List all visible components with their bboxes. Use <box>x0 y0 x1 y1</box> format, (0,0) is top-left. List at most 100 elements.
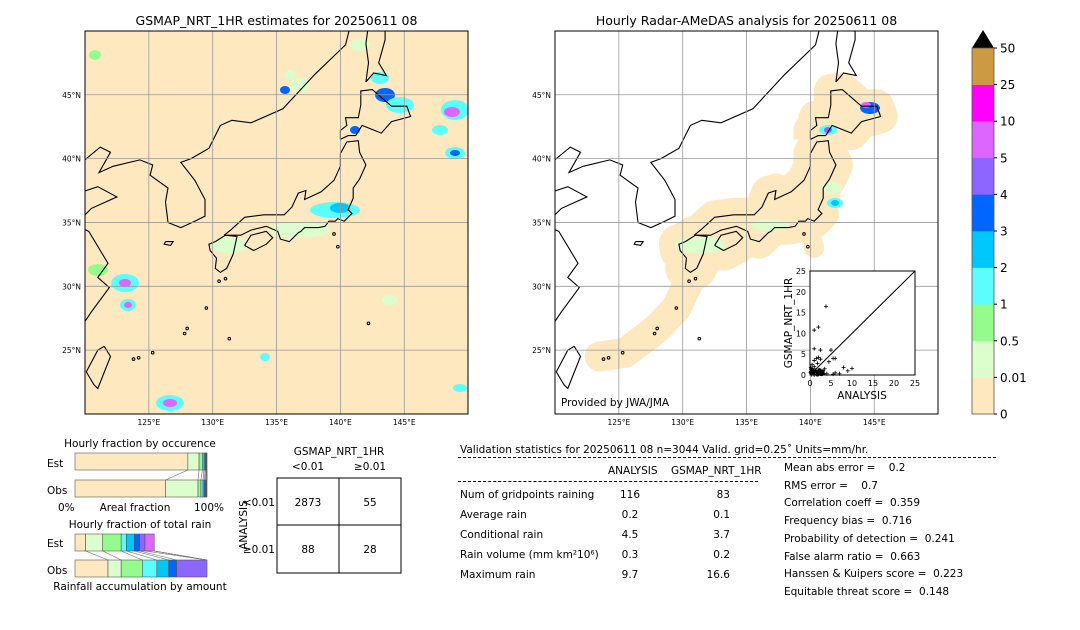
rain-obs-label: Obs <box>47 565 67 577</box>
fraction-bar-segment <box>157 560 169 577</box>
contingency-title: GSMAP_NRT_1HR <box>294 446 385 458</box>
scatter-ytick: 25 <box>796 267 806 276</box>
colorbar-label: 5 <box>1000 151 1008 165</box>
fraction-bar-segment <box>142 560 157 577</box>
stat-row-analysis: 0.3 <box>610 549 650 561</box>
colorbar-label: 25 <box>1000 78 1015 92</box>
fraction-bar-segment <box>140 534 145 551</box>
cell-hit-none: 2873 <box>295 497 322 509</box>
scatter-xtick: 0 <box>807 379 812 388</box>
lon-label: 130°E <box>671 418 694 427</box>
score-line: Frequency bias = 0.716 <box>784 515 912 527</box>
scatter-xtick: 25 <box>910 379 920 388</box>
stat-row-gsmap: 3.7 <box>700 529 730 541</box>
lat-label: 30°N <box>62 282 81 291</box>
stats-divider <box>458 457 996 458</box>
fraction-bar-segment <box>169 560 177 577</box>
colorbar-segment <box>972 268 994 305</box>
col-header-analysis: ANALYSIS <box>608 465 658 477</box>
score-line: Probability of detection = 0.241 <box>784 533 955 545</box>
row-label-ge: ≥0.01 <box>243 544 275 556</box>
lon-label: 140°E <box>329 418 352 427</box>
lat-label: 40°N <box>532 155 551 164</box>
score-line: False alarm ratio = 0.663 <box>784 551 920 563</box>
colorbar-label: 3 <box>1000 225 1008 239</box>
lon-label: 140°E <box>799 418 822 427</box>
rain-cell <box>280 86 290 94</box>
stat-row-gsmap: 83 <box>700 489 730 501</box>
stat-row-gsmap: 16.6 <box>700 569 730 581</box>
colorbar-segment <box>972 304 994 341</box>
stat-row-analysis: 116 <box>610 489 650 501</box>
col-label-ge: ≥0.01 <box>354 461 386 473</box>
lat-label: 45°N <box>532 91 551 100</box>
occurrence-title: Hourly fraction by occurence <box>64 438 216 450</box>
rain-cell <box>124 302 132 308</box>
stats-header: Validation statistics for 20250611 08 n=… <box>460 444 868 456</box>
fraction-bar-segment <box>188 453 199 470</box>
scatter-xtick: 5 <box>828 379 833 388</box>
lon-label: 145°E <box>393 418 416 427</box>
lon-label: 135°E <box>265 418 288 427</box>
cell-miss: 88 <box>301 544 314 556</box>
colorbar-segment <box>972 85 994 122</box>
rain-cell <box>822 182 842 194</box>
lat-label: 45°N <box>62 91 81 100</box>
scatter-xtick: 10 <box>847 379 857 388</box>
occ-xtick-right: 100% <box>194 502 224 514</box>
rain-cell <box>260 353 270 361</box>
fraction-bar-segment <box>121 560 142 577</box>
fraction-bar-segment <box>75 453 188 470</box>
stat-row-label: Conditional rain <box>460 529 543 541</box>
col-header-gsmap: GSMAP_NRT_1HR <box>671 465 762 477</box>
rain-cell <box>88 264 108 276</box>
fraction-bar-segment <box>103 534 121 551</box>
fraction-bar-segment <box>126 534 134 551</box>
colorbar-label: 10 <box>1000 115 1015 129</box>
stat-row-gsmap: 0.1 <box>700 509 730 521</box>
stat-row-gsmap: 0.2 <box>700 549 730 561</box>
fraction-bar-segment <box>198 480 201 497</box>
scatter-xtick: 20 <box>889 379 899 388</box>
stat-row-analysis: 0.2 <box>610 509 650 521</box>
stat-row-label: Rain volume (mm km²10⁶) <box>460 549 599 561</box>
rain-title: Hourly fraction of total rain <box>69 519 212 531</box>
scatter-point <box>820 370 824 373</box>
rain-cell <box>861 102 871 108</box>
stat-row-analysis: 9.7 <box>610 569 650 581</box>
occ-xlabel: Areal fraction <box>100 502 171 514</box>
stat-row-label: Average rain <box>460 509 527 521</box>
rain-cell <box>382 295 398 305</box>
fraction-bar-segment <box>134 534 139 551</box>
rain-cell <box>444 107 460 117</box>
rain-cell <box>432 125 448 135</box>
occ-xtick-left: 0% <box>58 502 75 514</box>
fraction-bar-segment <box>86 534 103 551</box>
colorbar-segment <box>972 121 994 158</box>
colorbar-label: 1 <box>1000 298 1008 312</box>
score-line: Hanssen & Kuipers score = 0.223 <box>784 568 963 580</box>
rain-cell <box>212 237 248 253</box>
fraction-bar-segment <box>75 560 108 577</box>
rain-cell <box>350 126 360 134</box>
data-credit: Provided by JWA/JMA <box>561 397 669 409</box>
lon-label: 145°E <box>863 418 886 427</box>
lat-label: 30°N <box>532 282 551 291</box>
fraction-bar-segment <box>177 560 207 577</box>
lat-label: 40°N <box>62 155 81 164</box>
rain-xlabel: Rainfall accumulation by amount <box>53 581 226 593</box>
lat-label: 25°N <box>62 346 81 355</box>
lon-label: 125°E <box>607 418 630 427</box>
stat-row-label: Num of gridpoints raining <box>460 489 594 501</box>
scatter-ytick: 20 <box>796 288 806 297</box>
score-line: Correlation coeff = 0.359 <box>784 497 920 509</box>
cell-hit: 28 <box>363 544 376 556</box>
scatter-xtick: 15 <box>868 379 878 388</box>
scatter-ytick: 10 <box>796 329 806 338</box>
lon-label: 125°E <box>137 418 160 427</box>
score-line: Mean abs error = 0.2 <box>784 462 905 474</box>
rain-est-label: Est <box>47 538 63 550</box>
rain-cell <box>89 50 101 60</box>
col-label-lt: <0.01 <box>292 461 324 473</box>
colorbar-segment <box>972 194 994 231</box>
